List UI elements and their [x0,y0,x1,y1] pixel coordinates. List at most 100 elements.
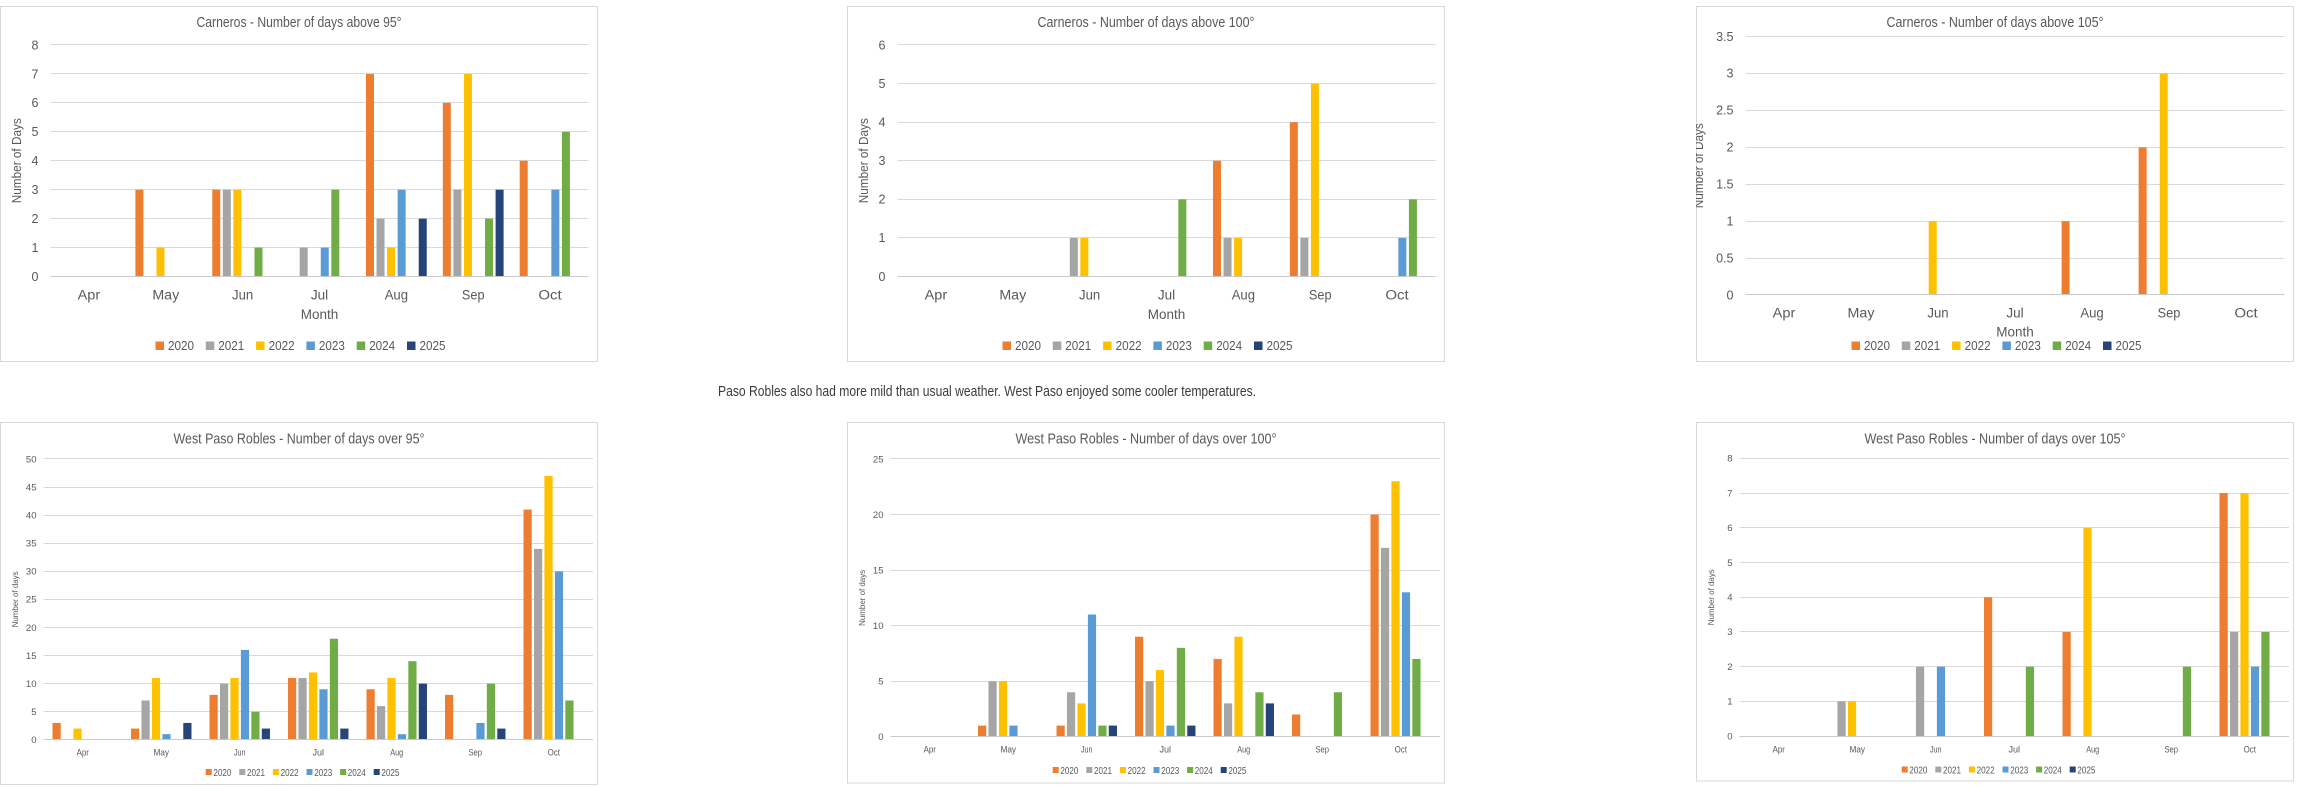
svg-text:8: 8 [32,38,39,52]
svg-text:Apr: Apr [77,748,89,759]
svg-text:2021: 2021 [1094,766,1112,777]
svg-text:Carneros - Number of days abov: Carneros - Number of days above 95° [197,14,402,31]
svg-text:2024: 2024 [1216,339,1242,353]
svg-text:May: May [1000,745,1016,756]
svg-text:Aug: Aug [2080,306,2103,321]
svg-text:0: 0 [1727,731,1732,742]
svg-text:West Paso Robles - Number of d: West Paso Robles - Number of days over 1… [1016,431,1277,448]
svg-text:5: 5 [32,125,39,139]
svg-text:0: 0 [878,732,883,743]
svg-text:2023: 2023 [2015,339,2041,353]
svg-text:Jul: Jul [2006,306,2023,321]
svg-text:40: 40 [26,510,37,521]
svg-text:Apr: Apr [924,745,936,756]
svg-text:Sep: Sep [2158,306,2181,321]
svg-text:2025: 2025 [2077,766,2095,777]
svg-text:Apr: Apr [925,288,948,303]
svg-text:Jun: Jun [232,288,253,303]
svg-text:2024: 2024 [2044,766,2062,777]
svg-text:2022: 2022 [1965,339,1991,353]
svg-text:0: 0 [879,270,886,284]
svg-text:Number of Days: Number of Days [856,118,871,203]
svg-text:10: 10 [873,621,884,632]
svg-text:Apr: Apr [1773,745,1785,756]
svg-text:Jun: Jun [1081,745,1093,756]
svg-text:Sep: Sep [462,288,485,303]
svg-text:4: 4 [32,154,39,168]
svg-text:2023: 2023 [1166,339,1192,353]
svg-text:Jul: Jul [312,748,324,759]
svg-text:Oct: Oct [538,288,562,303]
svg-text:West Paso Robles - Number of d: West Paso Robles - Number of days over 9… [174,431,425,448]
svg-text:15: 15 [873,565,884,576]
svg-text:Aug: Aug [1237,745,1250,756]
svg-text:2021: 2021 [1914,339,1940,353]
svg-text:4: 4 [879,115,886,129]
svg-text:2022: 2022 [1128,766,1146,777]
svg-text:Jun: Jun [234,748,246,759]
svg-text:Number of days: Number of days [11,571,20,627]
svg-text:Apr: Apr [78,288,101,303]
svg-text:2021: 2021 [218,339,244,353]
svg-text:2: 2 [32,212,39,226]
svg-text:Carneros - Number of days abov: Carneros - Number of days above 105° [1887,14,2104,31]
svg-text:Jul: Jul [1158,288,1175,303]
svg-text:May: May [152,288,179,303]
svg-text:2021: 2021 [1065,339,1091,353]
svg-text:2020: 2020 [1015,339,1041,353]
svg-text:Month: Month [1148,307,1186,322]
svg-text:Oct: Oct [2234,306,2258,321]
svg-text:6: 6 [32,96,39,110]
svg-text:15: 15 [26,651,37,662]
svg-text:0: 0 [32,270,39,284]
svg-text:Number of Days: Number of Days [9,118,24,203]
svg-text:1: 1 [32,241,39,255]
svg-text:0.5: 0.5 [1716,251,1733,265]
svg-text:1: 1 [1727,214,1734,228]
svg-text:5: 5 [879,77,886,91]
svg-text:2.5: 2.5 [1716,104,1733,118]
svg-text:2025: 2025 [1267,339,1293,353]
svg-text:2022: 2022 [281,768,299,779]
svg-text:May: May [999,288,1026,303]
svg-text:West Paso Robles - Number of d: West Paso Robles - Number of days over 1… [1865,431,2126,448]
svg-text:Jul: Jul [1159,745,1171,756]
svg-text:Paso Robles also had more mild: Paso Robles also had more mild than usua… [718,383,1256,400]
svg-text:3: 3 [1727,627,1732,638]
svg-text:2024: 2024 [2065,339,2091,353]
svg-text:6: 6 [1727,523,1732,534]
svg-text:30: 30 [26,567,37,578]
svg-text:Number of Days: Number of Days [1696,123,1706,208]
svg-text:2024: 2024 [348,768,366,779]
svg-text:2020: 2020 [1909,766,1927,777]
svg-text:7: 7 [1727,488,1732,499]
svg-text:Oct: Oct [1395,745,1408,756]
svg-text:2021: 2021 [247,768,265,779]
svg-text:10: 10 [26,679,37,690]
svg-text:May: May [1849,745,1865,756]
svg-text:Number of days: Number of days [1707,569,1716,625]
svg-text:2022: 2022 [269,339,295,353]
svg-text:2024: 2024 [1195,766,1213,777]
svg-text:Month: Month [301,307,339,322]
svg-text:Jun: Jun [1930,745,1942,756]
svg-text:Jun: Jun [1927,306,1948,321]
svg-text:2022: 2022 [1116,339,1142,353]
svg-text:2025: 2025 [2116,339,2142,353]
svg-text:4: 4 [1727,593,1732,604]
svg-text:0: 0 [31,735,36,746]
svg-text:3: 3 [1727,67,1734,81]
svg-text:2023: 2023 [314,768,332,779]
svg-text:35: 35 [26,539,37,550]
svg-text:2025: 2025 [381,768,399,779]
svg-text:5: 5 [31,707,36,718]
svg-text:2020: 2020 [1060,766,1078,777]
svg-text:Jul: Jul [2008,745,2020,756]
svg-text:5: 5 [1727,558,1732,569]
svg-text:6: 6 [879,38,886,52]
svg-text:Jun: Jun [1079,288,1100,303]
svg-text:2023: 2023 [319,339,345,353]
svg-text:50: 50 [26,454,37,465]
svg-text:Aug: Aug [1232,288,1255,303]
svg-text:0: 0 [1727,288,1734,302]
